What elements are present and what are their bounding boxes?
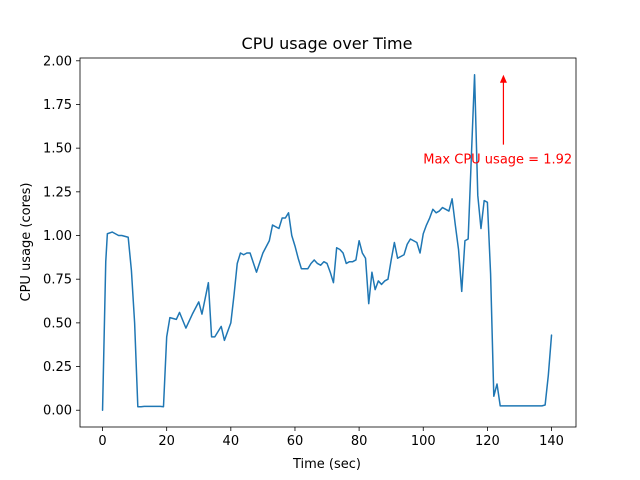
x-tick-label: 120: [475, 434, 500, 449]
y-tick-label: 1.75: [43, 98, 72, 113]
x-tick-label: 140: [539, 434, 564, 449]
y-tick-label: 0.50: [43, 316, 72, 331]
y-tick-label: 0.25: [43, 360, 72, 375]
x-tick-label: 20: [158, 434, 175, 449]
x-axis-label: Time (sec): [292, 457, 361, 472]
x-tick-label: 100: [411, 434, 436, 449]
y-tick-label: 1.25: [43, 185, 72, 200]
y-tick-label: 0.75: [43, 273, 72, 288]
chart-title: CPU usage over Time: [242, 34, 413, 53]
annotation-arrow-head: [499, 74, 507, 83]
y-tick-label: 1.50: [43, 142, 72, 157]
axes-frame: [79, 57, 577, 428]
y-tick-label: 2.00: [43, 54, 72, 69]
y-axis-label: CPU usage (cores): [19, 183, 34, 302]
x-tick-label: 60: [287, 434, 304, 449]
series-line-0: [101, 74, 553, 411]
annotation-text: Max CPU usage = 1.92: [423, 153, 572, 168]
x-tick-label: 40: [223, 434, 240, 449]
x-tick-label: 0: [98, 434, 106, 449]
y-tick-label: 1.00: [43, 229, 72, 244]
y-tick-label: 0.00: [43, 404, 72, 419]
x-tick-label: 80: [351, 434, 368, 449]
plot-area: 0 20 40 60 80 100 120 140 0.00 0.25 0.50 0.75 1.00 1.…: [43, 54, 577, 449]
